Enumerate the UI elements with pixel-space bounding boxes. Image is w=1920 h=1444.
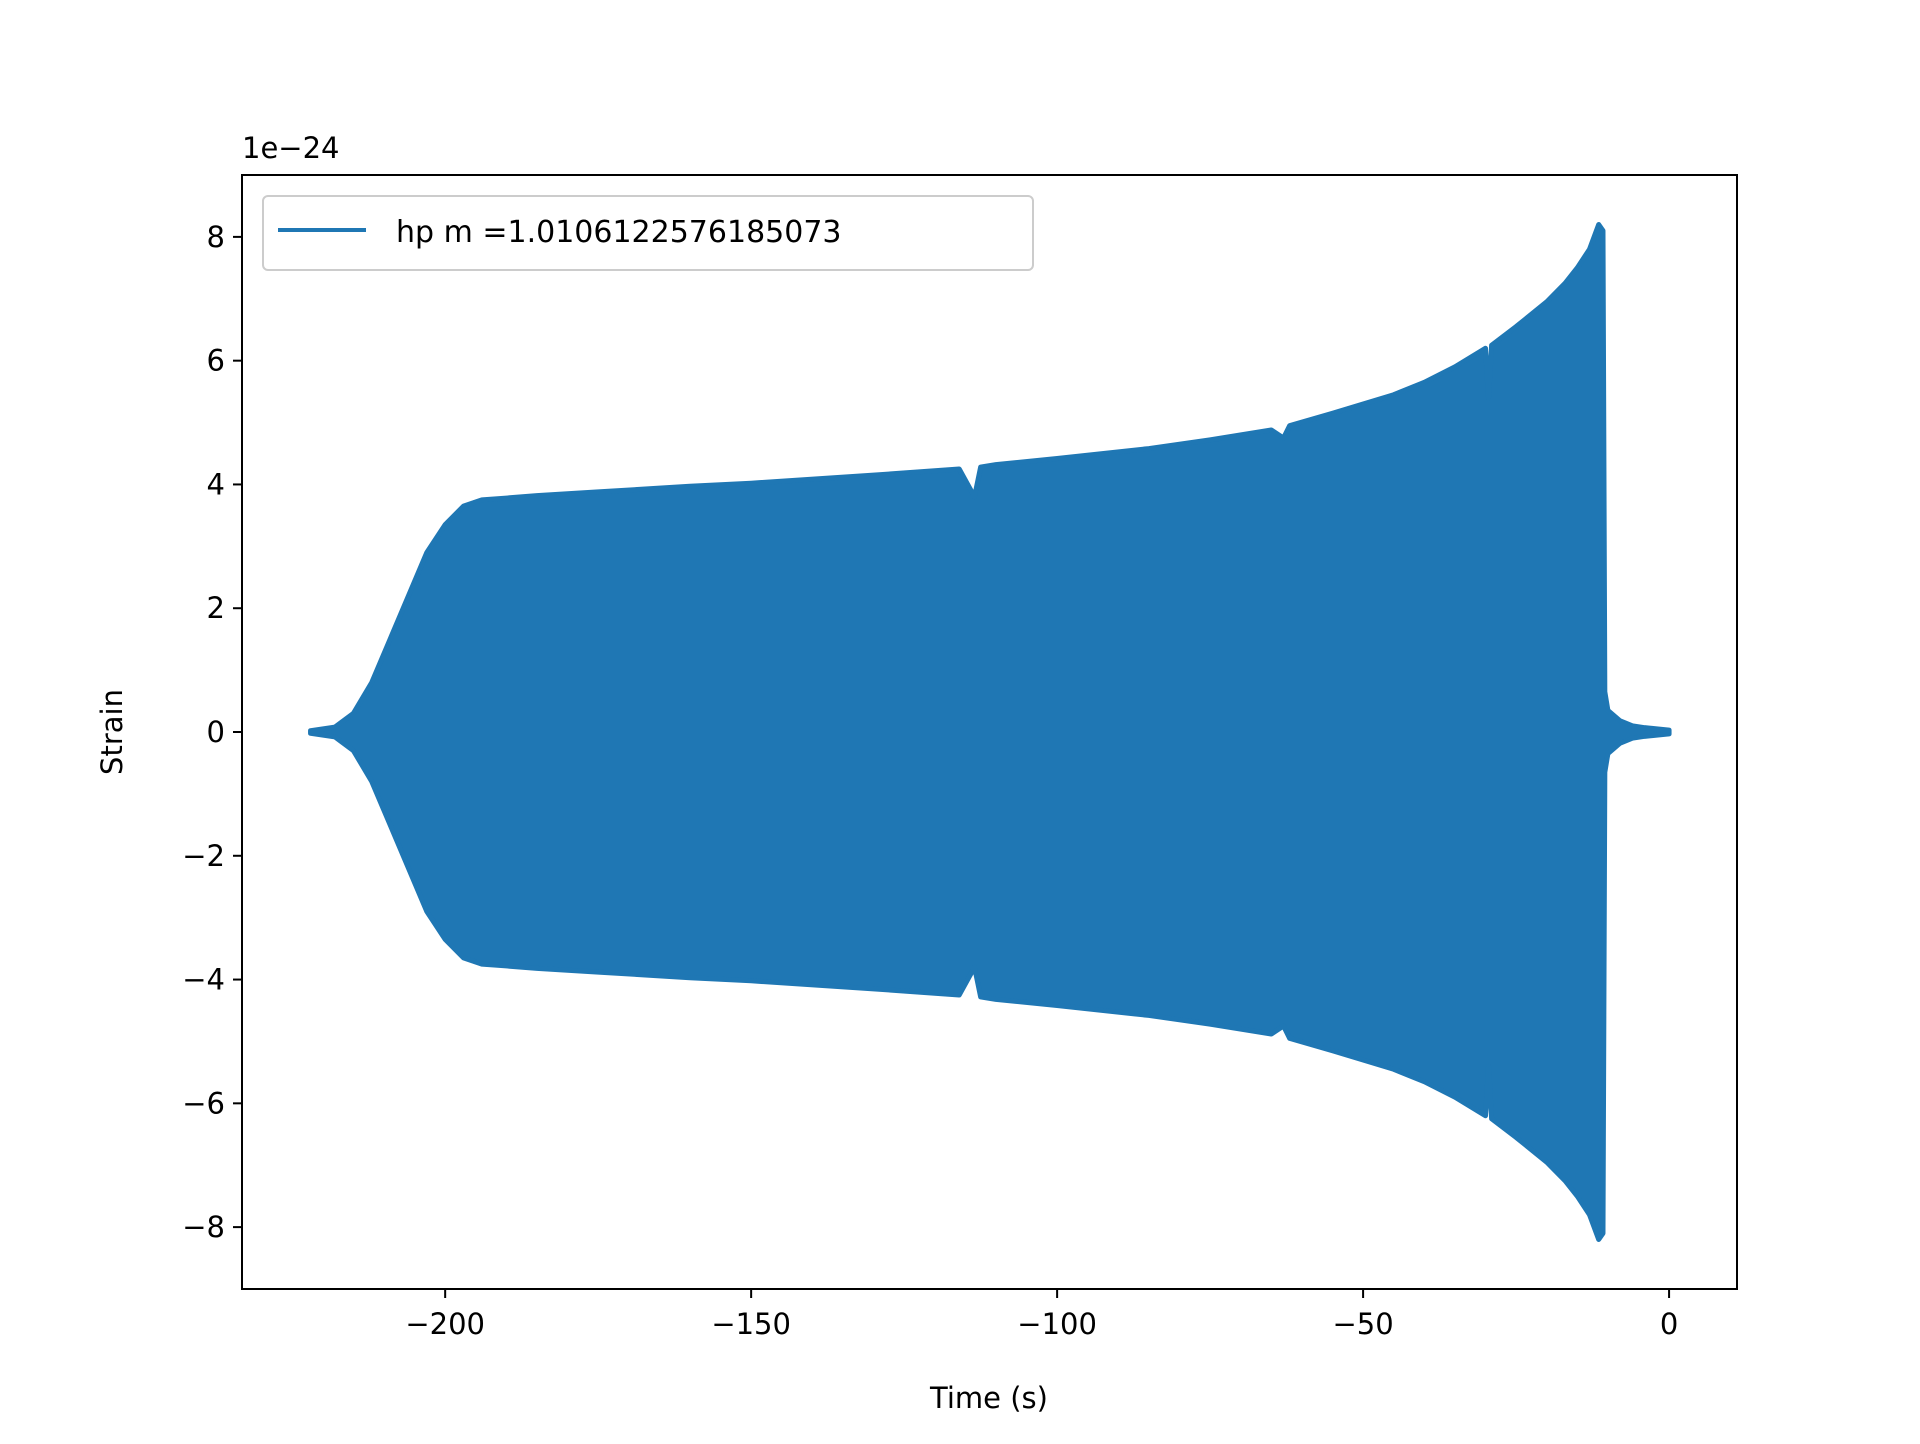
x-axis-label: Time (s) [929, 1381, 1048, 1415]
y-tick-label: 8 [207, 220, 225, 254]
y-tick-label: −6 [182, 1086, 225, 1120]
x-tick-label: −50 [1332, 1307, 1393, 1341]
legend: hp m =1.0106122576185073 [262, 195, 1034, 271]
x-tick-label: −150 [711, 1307, 791, 1341]
y-tick-label: −4 [182, 963, 225, 997]
y-tick-label: 6 [207, 344, 225, 378]
x-axis: −200 −150 −100 −50 0 [405, 1289, 1678, 1341]
y-tick-label: −8 [182, 1210, 225, 1244]
plot-area [308, 222, 1672, 1242]
y-axis: −8 −6 −4 −2 0 2 4 6 8 [182, 220, 242, 1244]
y-axis-label: Strain [95, 689, 129, 775]
x-tick-label: 0 [1660, 1307, 1678, 1341]
x-tick-label: −200 [405, 1307, 485, 1341]
y-tick-label: 2 [207, 591, 225, 625]
y-tick-label: 4 [207, 467, 225, 501]
legend-frame [262, 195, 1034, 271]
x-tick-label: −100 [1017, 1307, 1097, 1341]
series-hp-waveform [308, 222, 1672, 1242]
y-tick-label: 0 [207, 715, 225, 749]
y-tick-label: −2 [182, 839, 225, 873]
legend-label: hp m =1.0106122576185073 [396, 215, 842, 250]
offset-label: 1e−24 [242, 131, 340, 165]
